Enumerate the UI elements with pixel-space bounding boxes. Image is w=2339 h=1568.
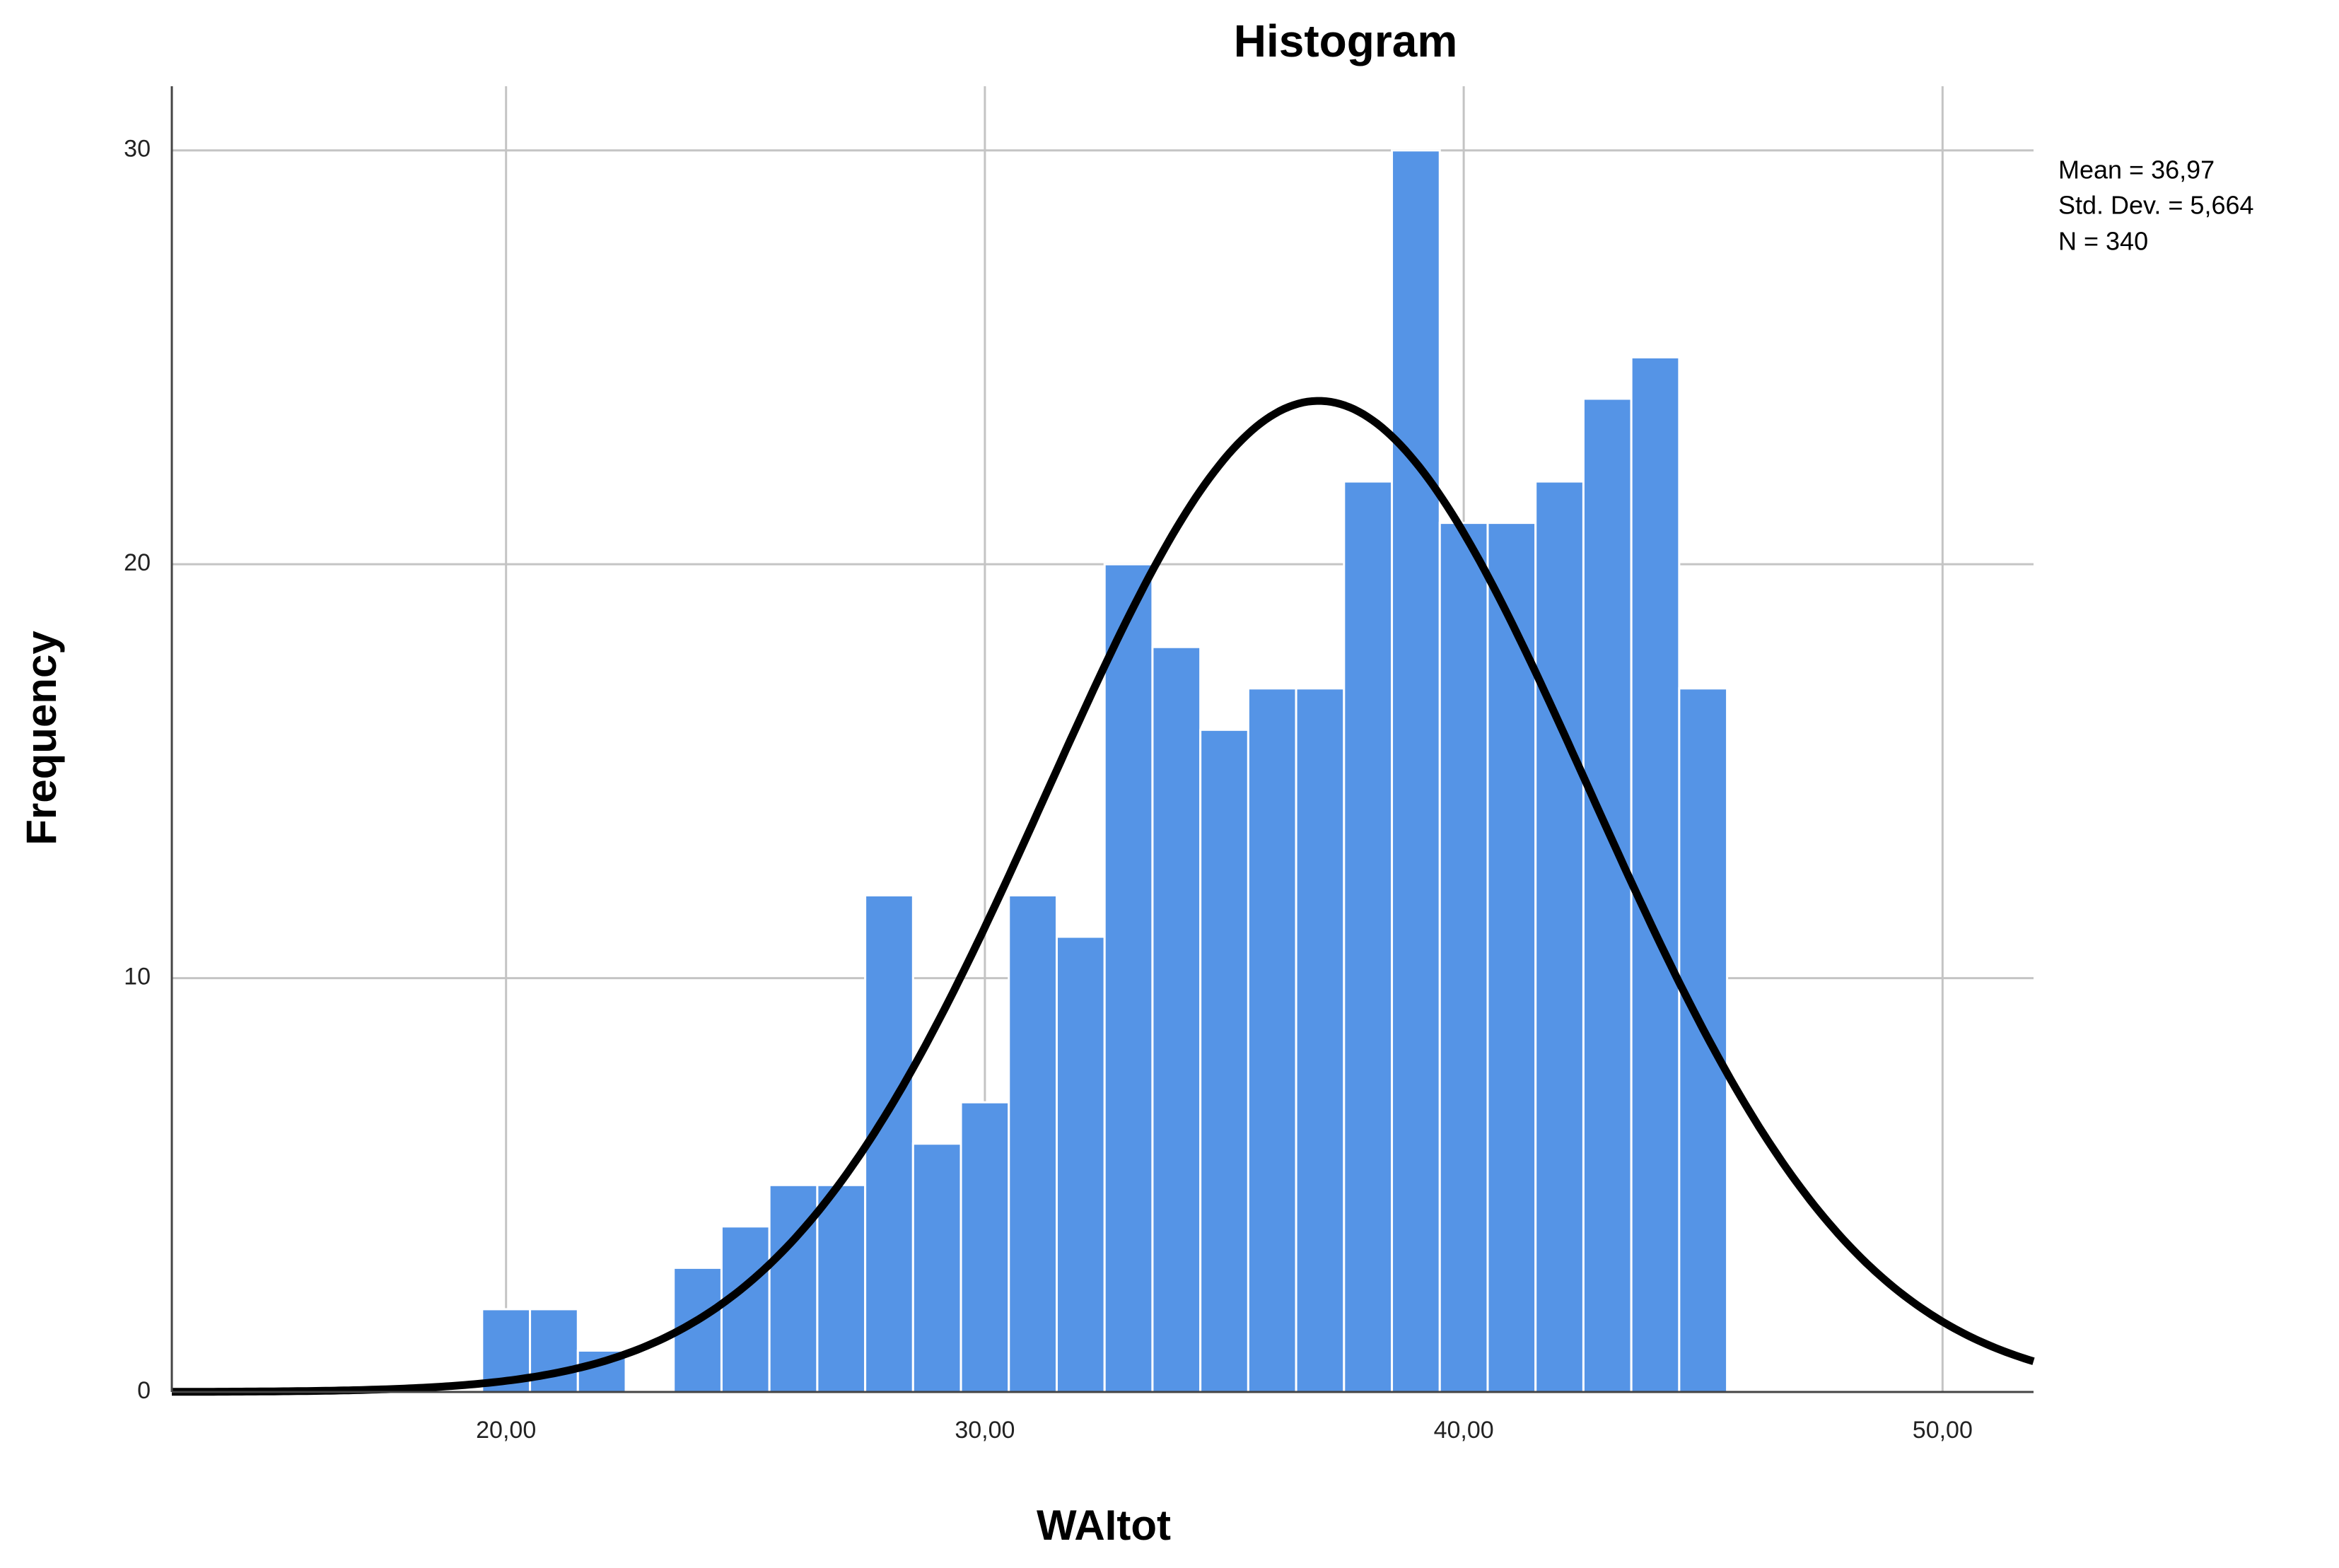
bar <box>1582 397 1633 1393</box>
bar <box>1438 522 1489 1393</box>
y-tick-label: 20 <box>124 549 151 576</box>
bar <box>816 1183 867 1393</box>
bar <box>720 1225 771 1393</box>
bar <box>959 1101 1010 1393</box>
bar <box>864 894 914 1393</box>
stat-mean: Mean = 36,97 <box>2058 156 2215 185</box>
bar <box>1295 687 1346 1393</box>
chart-title: Histogram <box>1234 16 1458 66</box>
y-tick-label: 10 <box>124 964 151 990</box>
bar <box>911 1142 962 1393</box>
y-tick-label: 30 <box>124 136 151 163</box>
y-axis-title: Frequency <box>18 631 65 846</box>
bar <box>1343 480 1394 1393</box>
stat-n: N = 340 <box>2058 227 2148 256</box>
bar <box>1678 687 1729 1393</box>
bar <box>1151 645 1202 1393</box>
bar <box>1391 149 1441 1393</box>
x-tick-label: 40,00 <box>1434 1417 1494 1444</box>
x-tick-label: 20,00 <box>476 1417 536 1444</box>
bar <box>1486 522 1537 1393</box>
y-tick-label: 0 <box>137 1377 151 1404</box>
x-axis-title: WAItot <box>1037 1502 1171 1549</box>
x-tick-label: 30,00 <box>955 1417 1015 1444</box>
bar <box>1103 563 1154 1393</box>
bar <box>1199 728 1249 1393</box>
bar <box>1055 935 1106 1393</box>
bar <box>1630 356 1681 1393</box>
normal-curve <box>172 397 2035 1396</box>
stat-std: Std. Dev. = 5,664 <box>2058 191 2254 220</box>
bar <box>1247 687 1297 1393</box>
bar <box>1534 480 1585 1393</box>
bar <box>1008 894 1058 1393</box>
x-tick-label: 50,00 <box>1913 1417 1973 1444</box>
